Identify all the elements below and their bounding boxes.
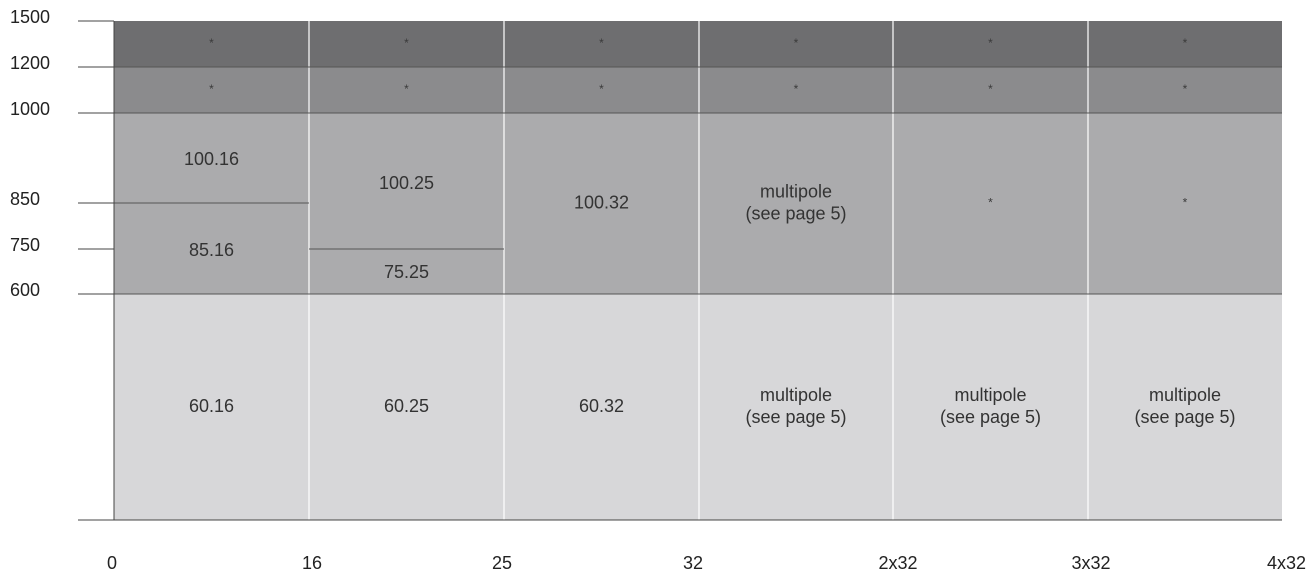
- band-0-600: [114, 294, 1282, 520]
- cell-label: (see page 5): [745, 203, 846, 223]
- y-tick-label: 1500: [10, 7, 50, 27]
- x-tick-label: 0: [107, 553, 117, 573]
- cell-label: (see page 5): [1134, 407, 1235, 427]
- cell-star: *: [404, 36, 409, 50]
- y-tick-label: 1000: [10, 99, 50, 119]
- cell-star: *: [794, 82, 799, 96]
- cell-star: *: [988, 196, 993, 210]
- x-tick-label: 2x32: [878, 553, 917, 573]
- x-tick-label: 32: [683, 553, 703, 573]
- x-tick-label: 4x32: [1267, 553, 1306, 573]
- y-tick-label: 850: [10, 189, 40, 209]
- cell-star: *: [599, 82, 604, 96]
- cell-star: *: [794, 36, 799, 50]
- cell-label: multipole: [954, 385, 1026, 405]
- cell-star: *: [209, 82, 214, 96]
- cell-star: *: [988, 36, 993, 50]
- cell-star: *: [1183, 196, 1188, 210]
- cell-star: *: [1183, 82, 1188, 96]
- y-tick-label: 750: [10, 235, 40, 255]
- cell-label: 75.25: [384, 262, 429, 282]
- cell-label: multipole: [760, 385, 832, 405]
- cell-label: 60.25: [384, 396, 429, 416]
- x-tick-label: 25: [492, 553, 512, 573]
- cell-star: *: [404, 82, 409, 96]
- cell-label: 100.16: [184, 149, 239, 169]
- cell-star: *: [209, 36, 214, 50]
- y-tick-label: 600: [10, 280, 40, 300]
- cell-star: *: [988, 82, 993, 96]
- cell-label: 85.16: [189, 240, 234, 260]
- cell-label: (see page 5): [745, 407, 846, 427]
- cell-star: *: [599, 36, 604, 50]
- cell-label: multipole: [1149, 385, 1221, 405]
- cell-label: (see page 5): [940, 407, 1041, 427]
- cell-star: *: [1183, 36, 1188, 50]
- y-tick-label: 1200: [10, 53, 50, 73]
- cell-label: 60.16: [189, 396, 234, 416]
- cell-label: 100.32: [574, 192, 629, 212]
- cell-label: 100.25: [379, 173, 434, 193]
- band-1200-1500: [114, 21, 1282, 67]
- x-tick-label: 3x32: [1071, 553, 1110, 573]
- cell-label: multipole: [760, 181, 832, 201]
- cell-label: 60.32: [579, 396, 624, 416]
- x-tick-label: 16: [302, 553, 322, 573]
- band-1000-1200: [114, 67, 1282, 113]
